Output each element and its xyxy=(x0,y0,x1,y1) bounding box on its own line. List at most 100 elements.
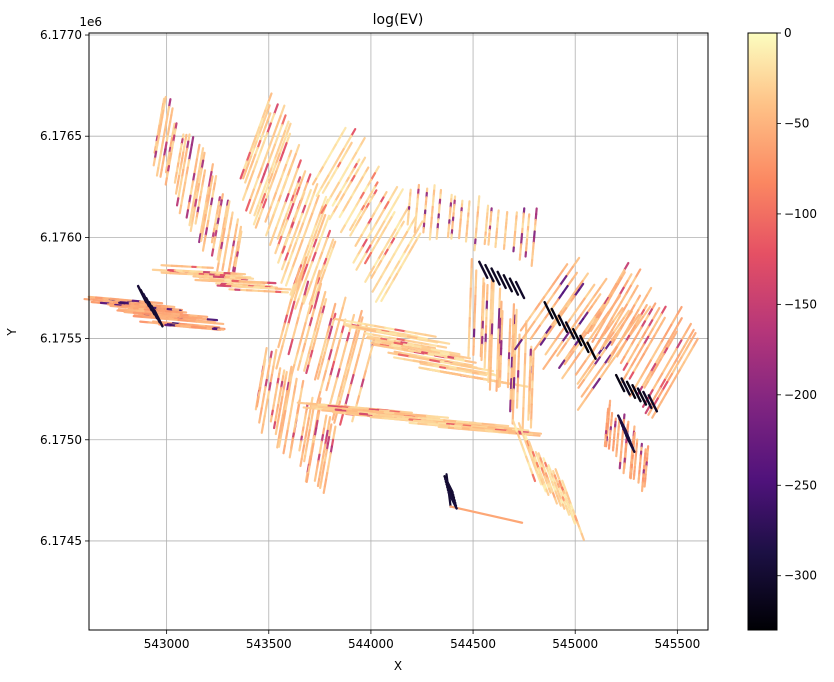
track-segment xyxy=(352,253,359,264)
track-segment xyxy=(588,315,596,326)
track-segment xyxy=(626,356,632,365)
track-segment xyxy=(395,266,402,276)
track-segment xyxy=(287,414,292,425)
track-segment xyxy=(90,300,103,304)
chart-title: log(EV) xyxy=(373,12,424,28)
track-segment xyxy=(294,377,298,388)
track-segment xyxy=(610,309,618,320)
track-segment xyxy=(290,176,296,187)
track-segment xyxy=(165,134,169,144)
track-segment xyxy=(161,136,165,147)
track-segment xyxy=(412,419,427,423)
track-segment xyxy=(409,353,420,357)
track-segment xyxy=(614,316,621,325)
track-segment xyxy=(374,292,382,303)
track-segment xyxy=(634,377,642,389)
track-segment xyxy=(647,319,654,328)
track-segment xyxy=(639,353,645,362)
track-segment xyxy=(264,213,270,223)
track-segment xyxy=(317,453,321,463)
track-segment xyxy=(330,438,335,448)
track-segment xyxy=(321,409,335,413)
track-segment xyxy=(284,156,290,167)
track-segment xyxy=(634,268,642,279)
track-segment xyxy=(526,320,536,332)
track-segment xyxy=(299,387,303,398)
track-segment xyxy=(351,408,365,412)
track-segment xyxy=(313,370,319,381)
track-segment xyxy=(242,169,247,180)
track-segment xyxy=(270,214,275,223)
track-segment xyxy=(306,325,311,337)
track-segment xyxy=(194,217,198,225)
track-segment xyxy=(270,365,275,376)
track-segment xyxy=(405,223,413,234)
track-segment xyxy=(650,302,657,311)
track-segment xyxy=(400,341,410,345)
track-segment xyxy=(309,247,315,258)
track-segment xyxy=(342,166,349,177)
anomaly-segment xyxy=(514,280,526,300)
track-segment xyxy=(209,170,213,181)
track-segment xyxy=(680,331,688,342)
track-segment xyxy=(319,181,326,191)
track-segment xyxy=(664,385,672,396)
track-segment xyxy=(412,340,423,345)
track-segment xyxy=(330,338,336,352)
track-segment xyxy=(258,414,262,424)
track-segment xyxy=(267,381,272,393)
track-segment xyxy=(546,293,555,305)
track-segment xyxy=(162,311,174,315)
track-segment xyxy=(184,174,188,184)
track-segment xyxy=(565,295,574,305)
track-segment xyxy=(407,348,417,353)
track-segment xyxy=(188,216,192,227)
track-segment xyxy=(269,199,275,209)
track-segment xyxy=(253,204,259,217)
anomaly-segment xyxy=(496,270,507,290)
track-segment xyxy=(271,170,278,182)
track-segment xyxy=(275,356,281,370)
track-segment xyxy=(177,190,181,200)
track-segment xyxy=(421,351,430,355)
track-segment xyxy=(174,186,179,195)
track-segment xyxy=(284,402,288,413)
track-segment xyxy=(248,170,255,182)
track-segment xyxy=(315,363,321,374)
track-segment xyxy=(304,270,310,282)
track-segment xyxy=(141,315,153,319)
track-segment xyxy=(594,293,602,302)
track-segment xyxy=(362,370,367,381)
track-segment xyxy=(333,317,347,322)
track-segment xyxy=(547,487,552,494)
track-segment xyxy=(256,167,263,181)
track-segment xyxy=(389,410,402,414)
track-segment xyxy=(378,220,386,231)
track-segment xyxy=(321,427,326,437)
track-segment xyxy=(529,309,536,319)
track-segment xyxy=(632,313,641,325)
track-segment xyxy=(591,377,601,391)
track-segment xyxy=(620,331,627,342)
track-segment xyxy=(266,167,273,179)
track-segment xyxy=(241,189,248,201)
track-segment xyxy=(318,447,322,456)
track-segment xyxy=(656,322,663,332)
track-segment xyxy=(161,155,166,165)
track-segment xyxy=(682,337,690,348)
track-segment xyxy=(607,331,615,342)
track-segment xyxy=(404,415,420,420)
track-segment xyxy=(263,163,269,176)
track-segment xyxy=(429,350,442,355)
track-segment xyxy=(280,114,287,127)
track-segment xyxy=(668,362,676,373)
track-segment xyxy=(307,261,314,273)
track-segment xyxy=(132,315,144,319)
track-segment xyxy=(404,339,415,343)
track-segment xyxy=(557,291,565,301)
track-segment xyxy=(604,340,612,351)
track-segment xyxy=(366,353,372,365)
track-segment xyxy=(601,325,609,336)
track-segment xyxy=(533,311,542,323)
track-segment xyxy=(383,417,399,421)
